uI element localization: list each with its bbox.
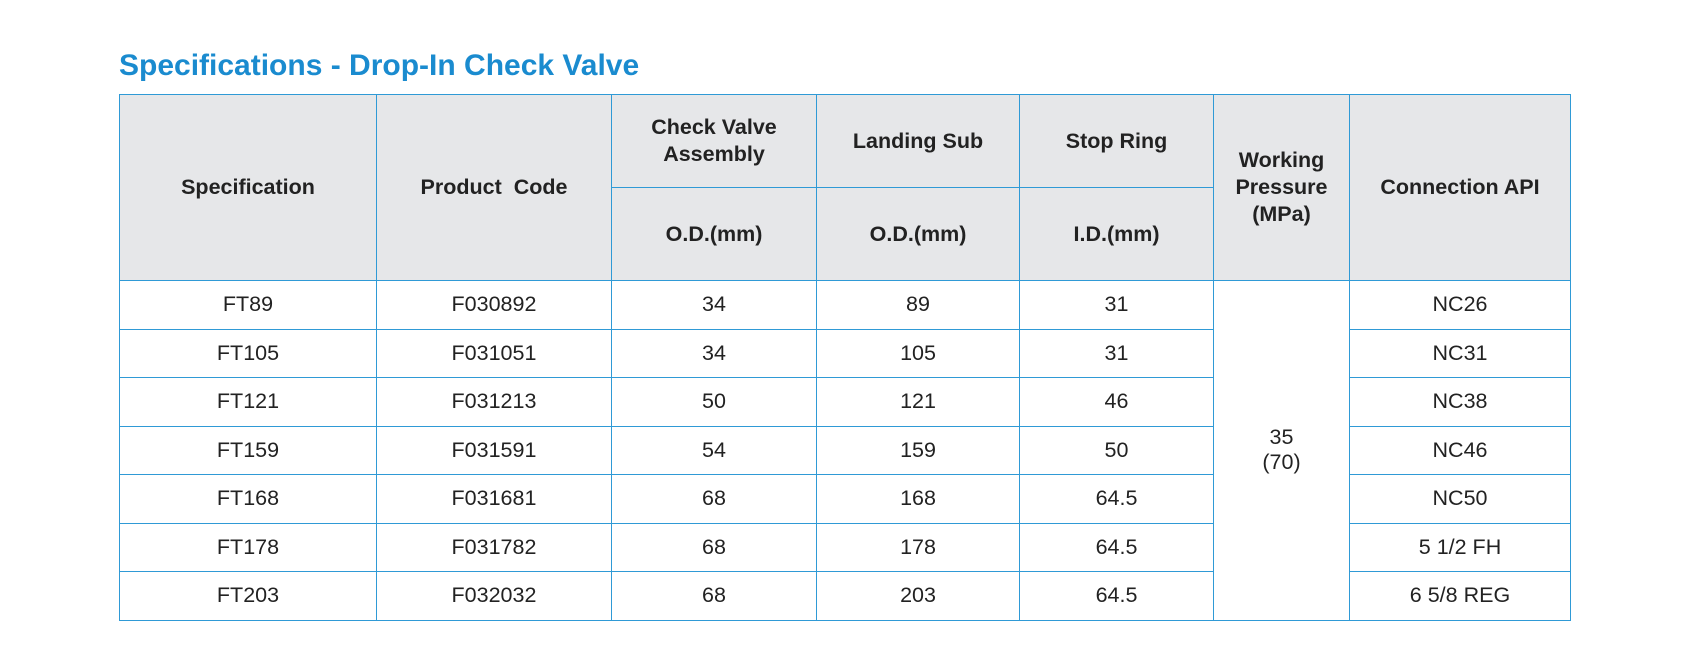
cell-product-code: F031051 <box>376 328 612 378</box>
header-check-valve-assembly-line: Check Valve <box>651 115 777 139</box>
cell-connection-api: NC26 <box>1349 280 1571 330</box>
working-pressure-value: 35 <box>1269 425 1294 450</box>
cell-specification: FT203 <box>119 571 377 621</box>
cell-check-valve-od: 54 <box>611 425 817 475</box>
cell-check-valve-od: 34 <box>611 280 817 330</box>
cell-connection-api: NC50 <box>1349 474 1571 524</box>
cell-specification: FT121 <box>119 377 377 427</box>
cell-stop-ring-id: 64.5 <box>1019 522 1214 572</box>
table-row: FT89 F030892 34 89 31 35 (70) NC26 <box>119 280 1571 621</box>
cell-product-code: F032032 <box>376 571 612 621</box>
specifications-table: Specification Product Code Check Valve A… <box>119 94 1571 621</box>
header-working-pressure-line: Working <box>1238 148 1325 172</box>
cell-landing-sub-od: 168 <box>816 474 1020 524</box>
header-check-valve-assembly-line: Assembly <box>663 142 765 166</box>
header-working-pressure: Working Pressure (MPa) <box>1213 94 1350 281</box>
cell-landing-sub-od: 121 <box>816 377 1020 427</box>
cell-landing-sub-od: 159 <box>816 425 1020 475</box>
cell-specification: FT168 <box>119 474 377 524</box>
cell-landing-sub-od: 89 <box>816 280 1020 330</box>
cell-stop-ring-id: 46 <box>1019 377 1214 427</box>
header-check-valve-od: O.D.(mm) <box>611 187 817 281</box>
header-product-code: Product Code <box>376 94 612 281</box>
cell-connection-api: NC38 <box>1349 377 1571 427</box>
header-specification: Specification <box>119 94 377 281</box>
cell-product-code: F031591 <box>376 425 612 475</box>
working-pressure-value: (70) <box>1262 450 1301 475</box>
cell-specification: FT105 <box>119 328 377 378</box>
header-stop-ring: Stop Ring <box>1019 94 1214 188</box>
cell-product-code: F031213 <box>376 377 612 427</box>
header-stop-ring-id: I.D.(mm) <box>1019 187 1214 281</box>
cell-check-valve-od: 68 <box>611 474 817 524</box>
table-row: FT168 F031681 68 168 64.5 NC50 <box>119 474 1571 524</box>
cell-connection-api: 6 5/8 REG <box>1349 571 1571 621</box>
cell-check-valve-od: 34 <box>611 328 817 378</box>
cell-landing-sub-od: 105 <box>816 328 1020 378</box>
cell-check-valve-od: 68 <box>611 522 817 572</box>
cell-connection-api: NC31 <box>1349 328 1571 378</box>
page-title: Specifications - Drop-In Check Valve <box>119 49 640 82</box>
header-landing-sub-od: O.D.(mm) <box>816 187 1020 281</box>
cell-product-code: F031782 <box>376 522 612 572</box>
header-landing-sub: Landing Sub <box>816 94 1020 188</box>
cell-stop-ring-id: 31 <box>1019 280 1214 330</box>
cell-product-code: F031681 <box>376 474 612 524</box>
table-row: FT159 F031591 54 159 50 NC46 <box>119 425 1571 475</box>
cell-stop-ring-id: 31 <box>1019 328 1214 378</box>
cell-stop-ring-id: 64.5 <box>1019 474 1214 524</box>
cell-check-valve-od: 50 <box>611 377 817 427</box>
header-check-valve-assembly: Check Valve Assembly <box>611 94 817 188</box>
header-connection-api: Connection API <box>1349 94 1571 281</box>
table-row: FT105 F031051 34 105 31 NC31 <box>119 328 1571 378</box>
cell-stop-ring-id: 50 <box>1019 425 1214 475</box>
cell-connection-api: NC46 <box>1349 425 1571 475</box>
cell-working-pressure: 35 (70) <box>1213 280 1350 621</box>
cell-connection-api: 5 1/2 FH <box>1349 522 1571 572</box>
cell-product-code: F030892 <box>376 280 612 330</box>
table-row: FT121 F031213 50 121 46 NC38 <box>119 377 1571 427</box>
table-row: FT203 F032032 68 203 64.5 6 5/8 REG <box>119 571 1571 621</box>
header-working-pressure-line: Pressure <box>1235 175 1328 199</box>
table-header: Specification Product Code Check Valve A… <box>119 94 1571 281</box>
cell-specification: FT89 <box>119 280 377 330</box>
cell-landing-sub-od: 178 <box>816 522 1020 572</box>
header-working-pressure-line: (MPa) <box>1252 202 1311 226</box>
cell-specification: FT178 <box>119 522 377 572</box>
cell-check-valve-od: 68 <box>611 571 817 621</box>
table-body: FT89 F030892 34 89 31 35 (70) NC26 FT105… <box>119 280 1571 621</box>
cell-stop-ring-id: 64.5 <box>1019 571 1214 621</box>
cell-landing-sub-od: 203 <box>816 571 1020 621</box>
table-row: FT178 F031782 68 178 64.5 5 1/2 FH <box>119 522 1571 572</box>
cell-specification: FT159 <box>119 425 377 475</box>
